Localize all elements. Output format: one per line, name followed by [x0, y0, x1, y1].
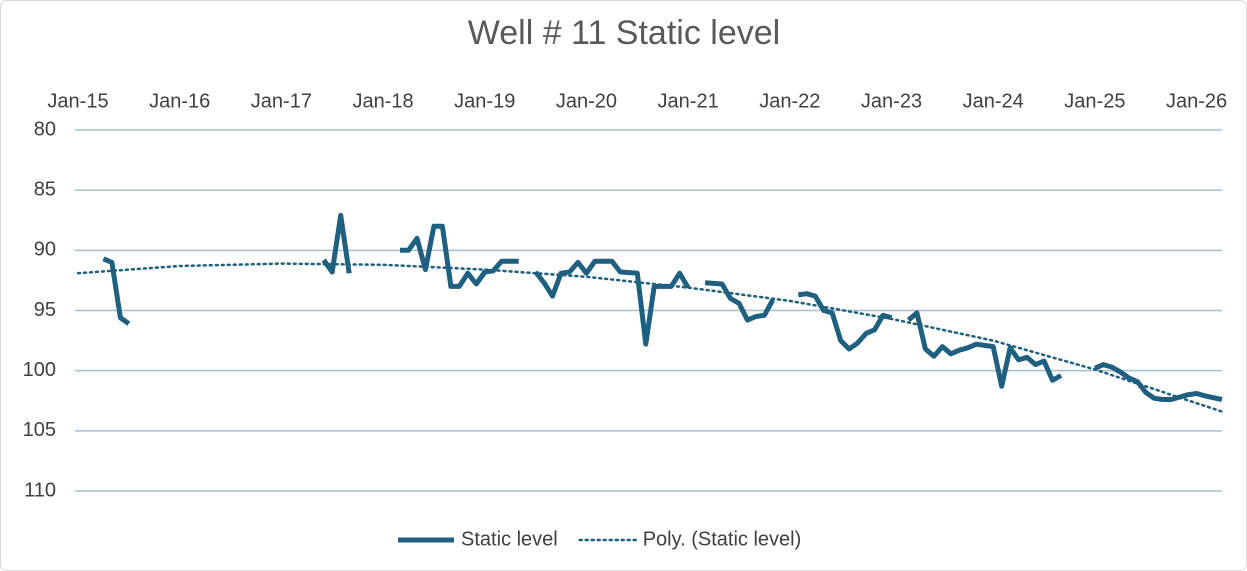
x-tick-label: Jan-15: [47, 90, 108, 112]
y-tick-label: 105: [23, 419, 56, 441]
y-tick-label: 95: [34, 299, 56, 321]
x-tick-label: Jan-26: [1166, 90, 1227, 112]
trend-line: [76, 262, 1224, 413]
y-tick-label: 85: [34, 178, 56, 200]
x-tick-label: Jan-24: [963, 90, 1024, 112]
x-tick-label: Jan-20: [556, 90, 617, 112]
x-tick-label: Jan-16: [149, 90, 210, 112]
y-tick-label: 110: [24, 479, 56, 501]
x-tick-label: Jan-18: [352, 90, 413, 112]
x-tick-label: Jan-19: [454, 90, 515, 112]
chart-title: Well # 11 Static level: [468, 14, 780, 52]
legend-label: Static level: [461, 528, 558, 550]
x-tick-label: Jan-25: [1064, 90, 1125, 112]
legend-label: Poly. (Static level): [643, 528, 802, 550]
data-line: [102, 212, 1223, 402]
y-tick-label: 80: [34, 118, 56, 140]
y-tick-label: 90: [34, 239, 56, 261]
x-tick-label: Jan-23: [861, 90, 922, 112]
x-tick-label: Jan-22: [759, 90, 820, 112]
x-tick-label: Jan-21: [658, 90, 719, 112]
x-tick-label: Jan-17: [251, 90, 312, 112]
y-tick-label: 100: [23, 359, 56, 381]
